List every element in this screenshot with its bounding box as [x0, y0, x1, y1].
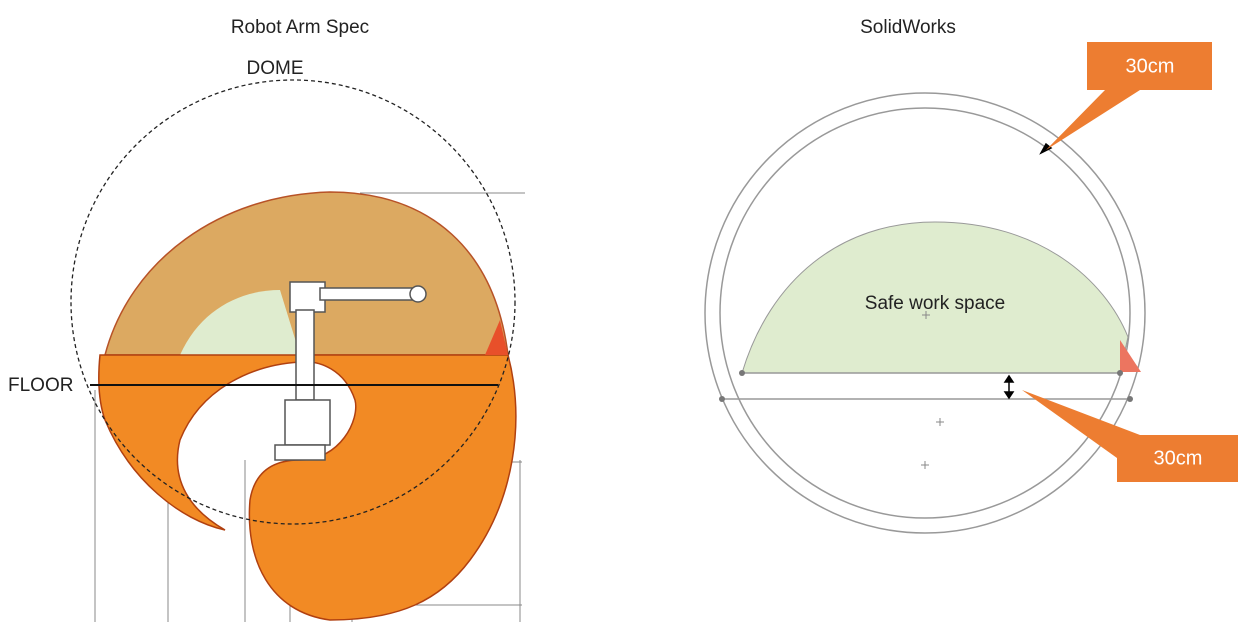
dome-circle [70, 79, 516, 525]
dimension-arrow [1003, 142, 1053, 400]
safe-label: Safe work space [865, 293, 1005, 314]
robot-arm-spec: Robot Arm Spec DOME [8, 17, 525, 622]
callout-top: 30cm [1126, 55, 1175, 77]
outer-circle [704, 92, 1146, 534]
overlap-marker [485, 320, 508, 355]
callout-bottom-box [1022, 390, 1238, 482]
robot-arm [274, 281, 427, 461]
floor-label: FLOOR [8, 375, 73, 396]
reach-lower [98, 354, 517, 621]
reach-upper [104, 191, 509, 356]
points [719, 370, 1133, 402]
centers [921, 311, 944, 469]
right-title: SolidWorks [860, 17, 956, 38]
inner-circle [719, 107, 1131, 519]
callout-top-box [1046, 42, 1212, 150]
left-title: Robot Arm Spec [231, 17, 369, 38]
safe-space [741, 221, 1129, 374]
callout-bottom: 30cm [1154, 447, 1203, 469]
overlap-marker [1120, 340, 1141, 372]
reach-light [180, 290, 300, 355]
solidworks: SolidWorks Safe work space 30cm 30cm [704, 17, 1238, 534]
dome-label: DOME [247, 58, 304, 79]
